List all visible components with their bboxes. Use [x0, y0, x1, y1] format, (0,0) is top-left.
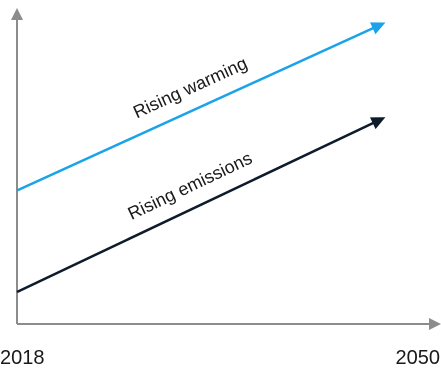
series-line-rising-warming [16, 23, 381, 192]
x-tick-label-2050: 2050 [396, 347, 441, 369]
y-axis-arrow-icon [11, 8, 23, 20]
x-axis-arrow-icon [429, 318, 441, 330]
x-tick-label-2018: 2018 [0, 347, 45, 369]
series-annotation-rising-emissions: Rising emissions [125, 148, 256, 224]
series-line-rising-emissions [16, 118, 381, 294]
axes [11, 8, 441, 330]
series-arrowhead-icon-rising-emissions [369, 117, 386, 130]
series-arrowhead-icon-rising-warming [370, 22, 386, 35]
series-layer [16, 22, 386, 294]
